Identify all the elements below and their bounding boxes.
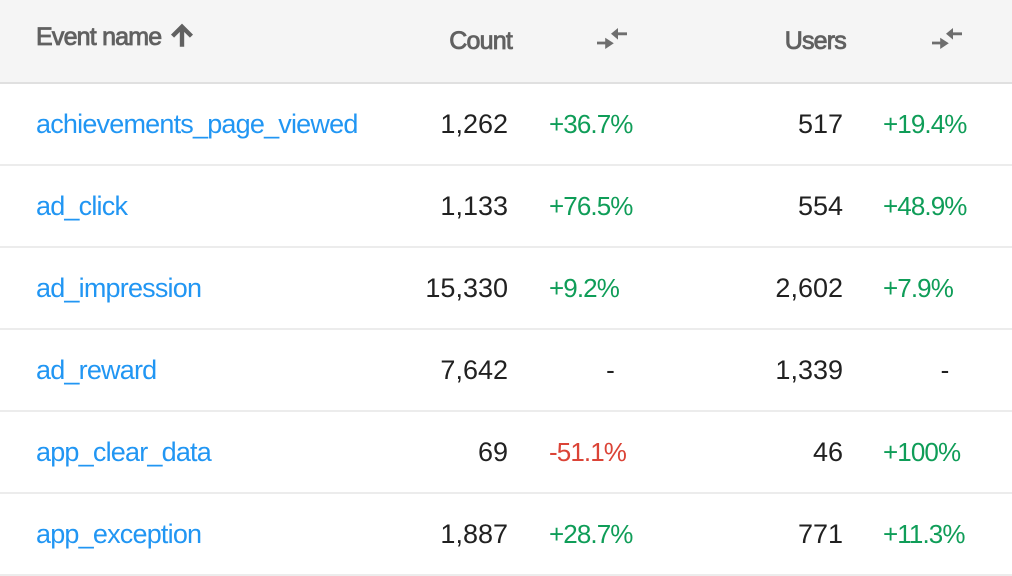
users-value: 46 [812, 436, 843, 467]
users-change-value: +11.3% [883, 518, 965, 549]
event-name-link[interactable]: ad_reward [36, 354, 157, 385]
users-change-value: - [940, 354, 950, 385]
table-row: ad_impression 15,330 +9.2% 2,602 +7.9% [0, 248, 1012, 330]
count-change-value: +36.7% [549, 108, 633, 139]
count-change-value: +28.7% [549, 518, 633, 549]
count-value: 1,887 [440, 518, 508, 549]
event-name-link[interactable]: app_exception [36, 518, 202, 549]
users-change-value: +7.9% [883, 272, 954, 303]
table-header-row: Event name Count Users [0, 0, 1012, 84]
count-value: 69 [477, 436, 508, 467]
event-name-link[interactable]: achievements_page_viewed [36, 108, 358, 139]
header-count-change[interactable] [549, 28, 671, 54]
event-name-link[interactable]: ad_impression [36, 272, 202, 303]
count-change-value: - [606, 354, 615, 385]
users-change-value: +100% [883, 436, 961, 467]
users-change-value: +48.9% [883, 190, 967, 221]
users-value: 517 [797, 108, 843, 139]
count-value: 1,262 [440, 108, 508, 139]
compare-arrows-icon [931, 28, 962, 49]
users-value: 554 [797, 190, 843, 221]
event-name-cell: app_clear_data [0, 437, 390, 468]
count-header-label[interactable]: Count [449, 26, 513, 55]
arrow-upward-icon[interactable] [165, 19, 199, 53]
table-row: ad_click 1,133 +76.5% 554 +48.9% [0, 166, 1012, 248]
users-value: 1,339 [775, 354, 843, 385]
event-name-cell: achievements_page_viewed [0, 109, 390, 140]
event-name-link[interactable]: ad_click [36, 190, 128, 221]
event-name-header-label[interactable]: Event name [36, 22, 163, 51]
count-change-value: +9.2% [549, 272, 620, 303]
table-row: app_exception 1,887 +28.7% 771 +11.3% [0, 494, 1012, 576]
count-change-value: +76.5% [549, 190, 633, 221]
event-name-cell: app_exception [0, 519, 390, 550]
compare-arrows-icon [597, 28, 627, 49]
users-value: 2,602 [775, 272, 843, 303]
header-count[interactable]: Count [390, 26, 549, 56]
header-event-name[interactable]: Event name [0, 22, 390, 58]
users-header-label[interactable]: Users [784, 26, 847, 55]
count-value: 7,642 [440, 354, 508, 385]
users-value: 771 [797, 518, 843, 549]
count-value: 1,133 [440, 190, 508, 221]
header-users[interactable]: Users [671, 26, 883, 56]
table-row: app_clear_data 69 -51.1% 46 +100% [0, 412, 1012, 494]
users-change-value: +19.4% [883, 108, 967, 139]
event-name-cell: ad_impression [0, 273, 390, 304]
table-row: achievements_page_viewed 1,262 +36.7% 51… [0, 84, 1012, 166]
count-value: 15,330 [425, 272, 508, 303]
header-users-change[interactable] [883, 28, 1012, 54]
event-name-cell: ad_click [0, 191, 390, 222]
count-change-value: -51.1% [549, 436, 627, 467]
table-row: ad_reward 7,642 - 1,339 - [0, 330, 1012, 412]
event-name-link[interactable]: app_clear_data [36, 436, 212, 467]
event-name-cell: ad_reward [0, 355, 390, 386]
